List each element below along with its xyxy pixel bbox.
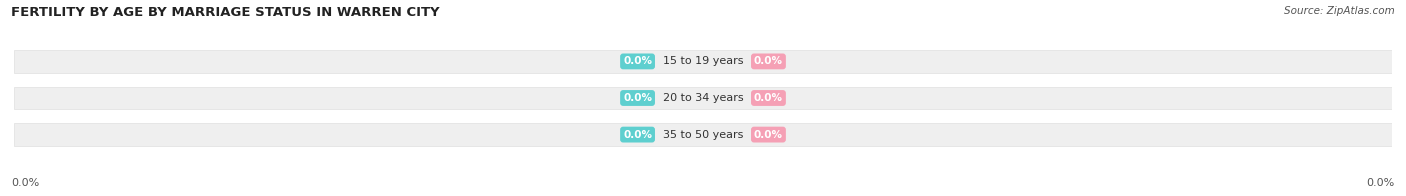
Bar: [14, 123, 1392, 146]
Text: 35 to 50 years: 35 to 50 years: [662, 130, 744, 140]
Text: 0.0%: 0.0%: [623, 56, 652, 66]
Text: 0.0%: 0.0%: [754, 130, 783, 140]
Text: 20 to 34 years: 20 to 34 years: [662, 93, 744, 103]
Text: Source: ZipAtlas.com: Source: ZipAtlas.com: [1284, 6, 1395, 16]
Text: 0.0%: 0.0%: [754, 93, 783, 103]
Legend: Married, Unmarried: Married, Unmarried: [626, 191, 780, 196]
Bar: [14, 50, 1392, 73]
Text: 0.0%: 0.0%: [623, 130, 652, 140]
Text: 0.0%: 0.0%: [1367, 178, 1395, 188]
Text: 0.0%: 0.0%: [754, 56, 783, 66]
Text: 0.0%: 0.0%: [11, 178, 39, 188]
Text: FERTILITY BY AGE BY MARRIAGE STATUS IN WARREN CITY: FERTILITY BY AGE BY MARRIAGE STATUS IN W…: [11, 6, 440, 19]
Text: 15 to 19 years: 15 to 19 years: [662, 56, 744, 66]
Text: 0.0%: 0.0%: [623, 93, 652, 103]
Bar: [14, 87, 1392, 109]
